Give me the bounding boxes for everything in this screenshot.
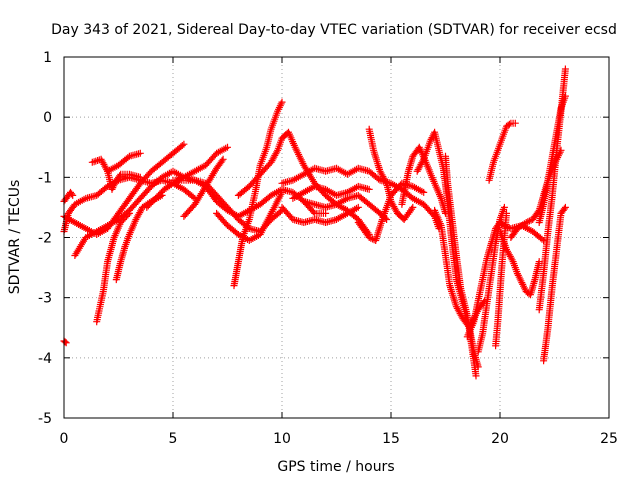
series-arc-33 [535, 65, 569, 314]
series-arc-9 [104, 167, 144, 193]
data-markers [354, 179, 428, 244]
series-arc-18 [289, 182, 373, 202]
data-markers [496, 228, 543, 299]
series-arc-25 [442, 152, 480, 380]
series-arc-21 [365, 125, 417, 223]
data-markers [540, 203, 569, 365]
series-arc-12 [169, 176, 330, 220]
data-markers [365, 125, 417, 223]
data-markers [230, 98, 286, 290]
data-markers [93, 209, 133, 326]
data-markers [169, 176, 330, 220]
data-markers [88, 149, 144, 175]
chart-title: Day 343 of 2021, Sidereal Day-to-day VTE… [51, 22, 617, 38]
series-arc-16 [278, 203, 362, 226]
x-tick-label: 5 [169, 431, 178, 447]
axis-ticks: 0 5 10 15 20 25 -5 -4 -3 -2 -1 0 1 [38, 50, 618, 447]
series-arc-34 [540, 203, 569, 365]
x-tick-label: 20 [491, 431, 509, 447]
y-tick-label: -1 [38, 170, 52, 186]
data-points [60, 65, 569, 380]
series-arc-19 [300, 191, 391, 223]
y-tick-label: -2 [38, 231, 52, 247]
grid-lines [64, 57, 609, 418]
series-arc-13 [230, 98, 286, 290]
series-arc-20 [354, 179, 428, 244]
x-tick-label: 0 [60, 431, 69, 447]
y-axis-label: SDTVAR / TECUs [7, 180, 23, 295]
y-tick-label: -5 [38, 411, 52, 427]
series-arc-27 [474, 203, 508, 356]
data-markers [104, 167, 144, 193]
y-tick-label: -3 [38, 291, 52, 307]
y-tick-label: 1 [43, 50, 52, 66]
series-arc-7 [93, 209, 133, 326]
data-markers [442, 152, 480, 380]
x-axis-label: GPS time / hours [277, 459, 394, 475]
x-tick-label: 15 [382, 431, 400, 447]
data-markers [289, 182, 373, 202]
x-tick-label: 25 [600, 431, 618, 447]
series-arc-29 [485, 119, 519, 184]
x-tick-label: 10 [273, 431, 291, 447]
data-markers [278, 203, 362, 226]
data-markers [300, 191, 391, 223]
series-arc-6 [88, 149, 144, 175]
series-arc-17 [278, 164, 443, 232]
data-markers [278, 164, 443, 232]
series-arc-30 [496, 228, 543, 299]
data-markers [485, 119, 519, 184]
series-arc-14 [213, 188, 286, 244]
data-markers [535, 65, 569, 314]
y-tick-label: -4 [38, 351, 52, 367]
y-tick-label: 0 [43, 110, 52, 126]
data-markers [213, 188, 286, 244]
data-markers [474, 203, 508, 356]
